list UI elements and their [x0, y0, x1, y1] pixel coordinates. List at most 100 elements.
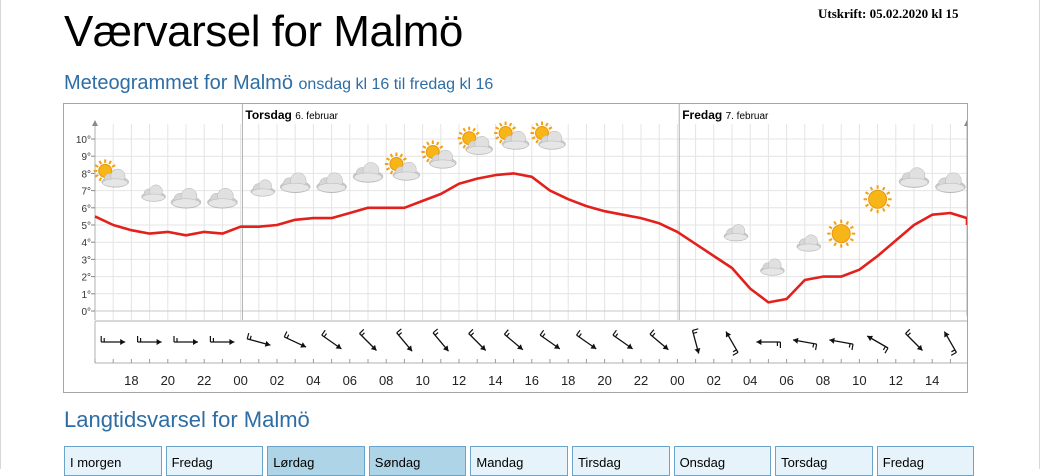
- cloud-icon: [898, 167, 930, 188]
- wind-arrow-icon: [792, 337, 818, 351]
- wind-arrow-part: [434, 332, 439, 336]
- wind-arrow-part: [851, 343, 854, 351]
- sun-ray: [439, 145, 444, 149]
- sun-ray: [845, 242, 850, 247]
- wind-arrow-part: [649, 329, 655, 335]
- wind-arrow-icon: [905, 328, 923, 351]
- sun-ray: [385, 157, 390, 161]
- wind-arrow-part: [406, 345, 413, 352]
- cloud-part: [142, 193, 166, 202]
- x-tick-label: 18: [124, 373, 138, 388]
- cloud-part: [797, 243, 821, 252]
- cloud-part: [724, 233, 748, 242]
- wind-arrow-icon: [100, 336, 126, 345]
- wind-arrow-part: [626, 343, 633, 349]
- wind-arrow-part: [792, 337, 799, 344]
- sun-cloud-icon: [421, 140, 457, 169]
- wind-arrow-part: [614, 333, 619, 338]
- sun-ray: [426, 158, 430, 163]
- x-tick-label: 10: [415, 373, 429, 388]
- sun-ray: [886, 191, 891, 195]
- wind-arrow-part: [882, 346, 886, 351]
- wind-arrow-part: [468, 328, 474, 334]
- wind-arrow-icon: [649, 329, 669, 351]
- wind-arrow-part: [732, 349, 737, 353]
- moon-shape: [616, 166, 626, 185]
- sun-ray: [495, 126, 500, 130]
- wind-arrow-part: [542, 333, 546, 338]
- sun-ray: [531, 126, 536, 130]
- x-tick-label: 08: [379, 373, 393, 388]
- wind-arrow-icon: [576, 329, 597, 350]
- wind-arrow-part: [554, 343, 560, 349]
- sun-ray: [462, 127, 467, 132]
- sun-disc: [868, 189, 888, 209]
- wind-arrow-part: [662, 344, 669, 350]
- wind-arrow-part: [229, 339, 235, 345]
- long-forecast-tabs: I morgen Fredag Lørdag Søndag Mandag Tirsdag O…: [64, 446, 976, 476]
- wind-arrow-part: [693, 331, 698, 334]
- tab-7[interactable]: Onsdag: [673, 446, 772, 476]
- sun-ray: [886, 203, 891, 208]
- wind-arrow-part: [907, 332, 911, 337]
- wind-arrow-part: [321, 329, 326, 336]
- wind-arrow-part: [370, 344, 377, 351]
- wind-arrow-part: [193, 339, 198, 345]
- cloud-part: [102, 178, 129, 188]
- wind-arrow-part: [398, 332, 403, 336]
- sun-ray: [833, 221, 837, 226]
- sun-cloud-icon: [384, 152, 421, 181]
- wind-arrow-part: [950, 351, 957, 356]
- x-tick-label: 22: [634, 373, 648, 388]
- wind-arrow-part: [829, 337, 835, 344]
- tab-3[interactable]: Lørdag: [267, 446, 365, 476]
- wind-arrow-part: [651, 332, 656, 337]
- x-tick-label: 12: [889, 373, 903, 388]
- moon-cloud-icon: [759, 253, 785, 276]
- moon-icon: [689, 190, 699, 209]
- cloud-icon: [352, 162, 384, 183]
- cloud-icon: [935, 172, 966, 194]
- tab-1[interactable]: I morgen: [64, 446, 162, 476]
- wind-arrow-part: [590, 343, 597, 349]
- wind-arrow-part: [884, 347, 889, 354]
- wind-arrow-icon: [359, 328, 377, 351]
- wind-arrow-part: [725, 331, 732, 338]
- x-tick-label: 12: [452, 373, 466, 388]
- wind-arrow-part: [612, 329, 617, 336]
- cloud-icon: [170, 187, 202, 209]
- sun-ray: [94, 164, 99, 168]
- wind-arrow-part: [323, 333, 328, 338]
- tab-5[interactable]: Mandag: [470, 446, 568, 476]
- sun-ray: [828, 238, 833, 242]
- y-tick-label: 1°: [81, 290, 91, 301]
- tab-4[interactable]: Søndag: [368, 446, 467, 476]
- sun-ray: [435, 141, 440, 146]
- sun-ray: [531, 136, 536, 140]
- wind-arrow-icon: [209, 336, 235, 345]
- x-tick-label: 04: [306, 373, 320, 388]
- wind-arrow-icon: [829, 337, 854, 351]
- wind-arrow-part: [905, 328, 911, 334]
- moon-icon: [580, 157, 590, 176]
- y-tick-label: 5°: [81, 221, 91, 232]
- sun-icon: [863, 185, 892, 214]
- wind-arrow-part: [694, 347, 701, 354]
- cloud-part: [936, 183, 965, 193]
- tab-2[interactable]: Fredag: [165, 446, 264, 476]
- wind-arrow-part: [539, 329, 545, 336]
- x-tick-label: 14: [925, 373, 939, 388]
- sun-ray: [498, 122, 503, 127]
- sun-ray: [828, 225, 833, 230]
- sun-ray: [881, 207, 886, 212]
- sun-ray: [548, 126, 553, 130]
- wind-arrow-icon: [756, 339, 782, 348]
- sun-ray: [869, 186, 874, 191]
- tab-6[interactable]: Tirsdag: [571, 446, 670, 476]
- tab-9[interactable]: Fredag: [876, 446, 975, 476]
- wind-arrow-part: [443, 345, 449, 352]
- tab-8[interactable]: Torsdag: [775, 446, 873, 476]
- day-name: Fredag: [682, 108, 725, 122]
- sun-ray: [535, 139, 539, 144]
- wind-arrow-icon: [866, 335, 889, 354]
